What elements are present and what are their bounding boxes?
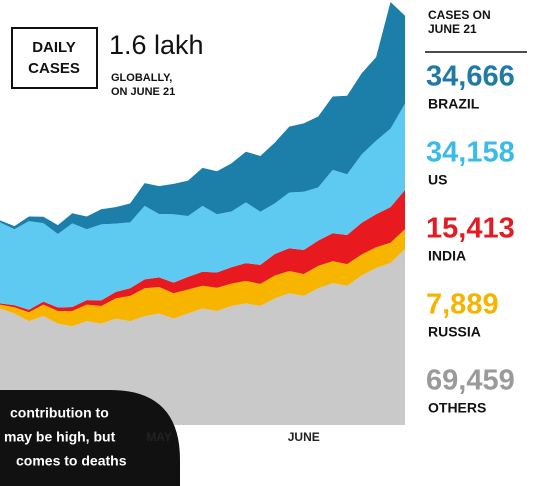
legend-title: JUNE 21 [428, 22, 477, 36]
area [0, 103, 405, 310]
subtitle: GLOBALLY, [111, 72, 172, 84]
annotation: contribution to [10, 405, 109, 421]
area [0, 229, 405, 327]
legend-value: 69,459 [426, 365, 515, 397]
label-box [11, 27, 98, 89]
legend: 34,666 BRAZIL 34,158 US 15,413 INDIA 7,889 RUSS… [426, 61, 515, 416]
area [0, 190, 405, 313]
annotation: may be high, but [4, 429, 116, 445]
box-label: DAILY [32, 39, 76, 56]
annotation: comes to deaths [16, 453, 127, 469]
legend-name: OTHERS [428, 400, 486, 416]
chart-title: 1.6 lakh [109, 30, 204, 60]
plot-area [0, 2, 405, 425]
x-tick-label: MAY [146, 430, 172, 444]
x-tick-label: JUNE [288, 430, 320, 444]
legend-name: BRAZIL [428, 96, 480, 112]
legend-name: INDIA [428, 248, 466, 264]
legend-name: US [428, 172, 447, 188]
legend-value: 34,666 [426, 61, 515, 93]
legend-value: 34,158 [426, 137, 515, 169]
area [0, 249, 405, 425]
subtitle: ON JUNE 21 [111, 86, 175, 98]
annotation-box [0, 390, 180, 486]
legend-name: RUSSIA [428, 324, 481, 340]
legend-value: 15,413 [426, 213, 515, 245]
box-label: CASES [28, 60, 80, 77]
legend-title: CASES ON [428, 8, 491, 22]
legend-value: 7,889 [426, 289, 499, 321]
area [0, 2, 405, 235]
